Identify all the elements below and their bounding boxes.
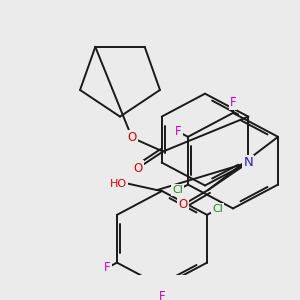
Text: F: F	[104, 261, 110, 274]
Text: Cl: Cl	[172, 185, 183, 195]
Text: N: N	[243, 156, 253, 169]
Text: O: O	[134, 161, 142, 175]
Text: F: F	[175, 125, 181, 138]
Text: F: F	[159, 290, 165, 300]
Text: HO: HO	[110, 179, 127, 189]
Text: O: O	[128, 131, 136, 144]
Text: Cl: Cl	[212, 204, 223, 214]
Text: O: O	[178, 198, 188, 211]
Text: F: F	[230, 96, 236, 109]
